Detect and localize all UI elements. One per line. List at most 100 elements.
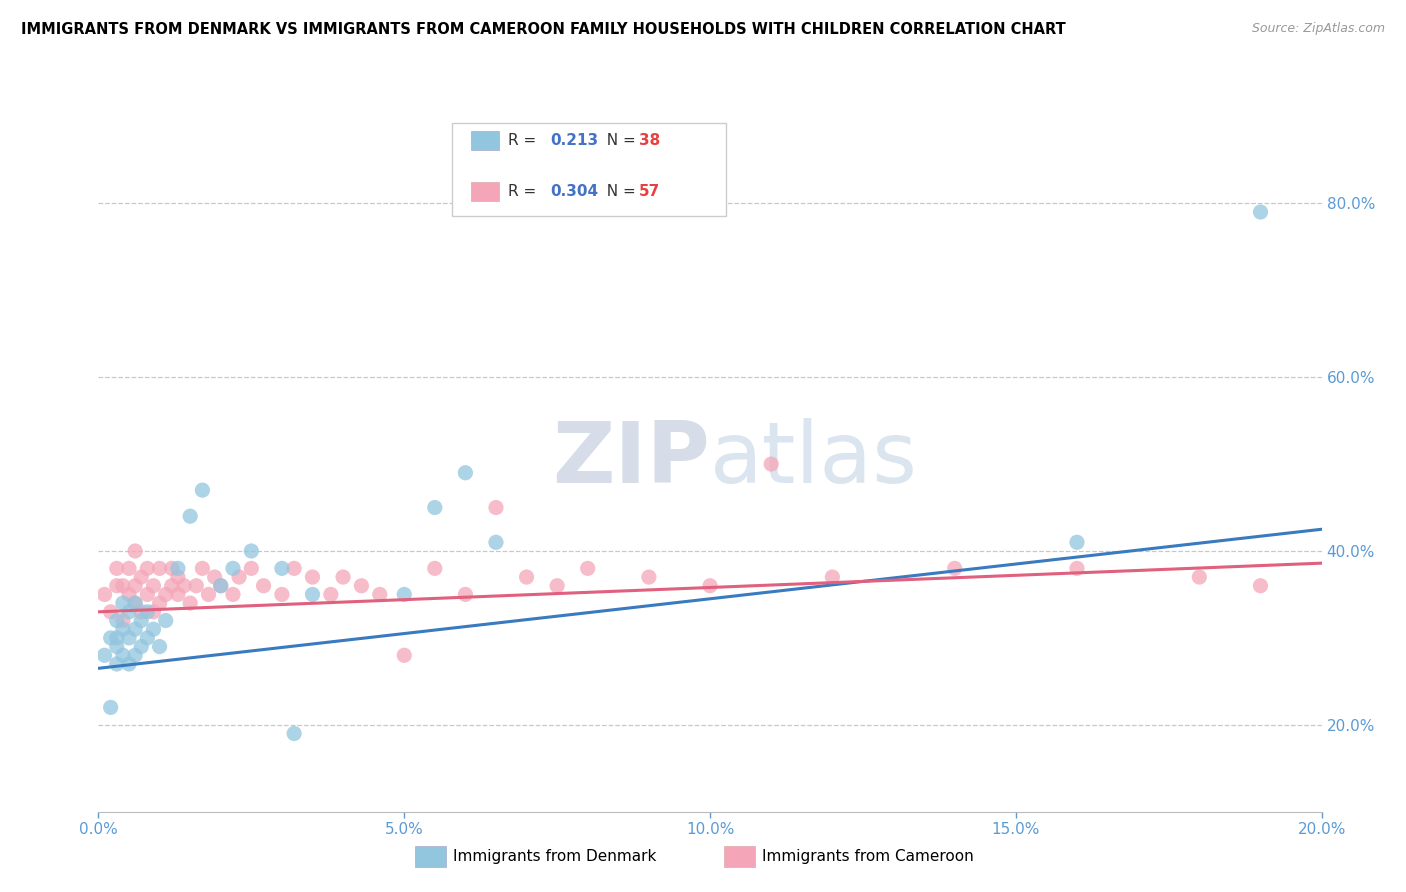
Text: IMMIGRANTS FROM DENMARK VS IMMIGRANTS FROM CAMEROON FAMILY HOUSEHOLDS WITH CHILD: IMMIGRANTS FROM DENMARK VS IMMIGRANTS FR… bbox=[21, 22, 1066, 37]
Point bbox=[209, 579, 232, 593]
Text: 38: 38 bbox=[640, 133, 661, 148]
Point bbox=[118, 605, 141, 619]
Point bbox=[283, 726, 305, 740]
Text: atlas: atlas bbox=[710, 417, 918, 500]
Point bbox=[105, 614, 128, 628]
Point bbox=[392, 648, 416, 663]
Point bbox=[129, 570, 152, 584]
Point bbox=[160, 579, 183, 593]
Point bbox=[252, 579, 274, 593]
Text: N =: N = bbox=[598, 184, 641, 199]
Point bbox=[105, 631, 128, 645]
Point bbox=[93, 587, 115, 601]
Point bbox=[111, 622, 134, 636]
Point bbox=[485, 500, 508, 515]
Point bbox=[576, 561, 599, 575]
Point bbox=[179, 596, 201, 610]
Point bbox=[637, 570, 661, 584]
Point bbox=[270, 587, 292, 601]
Point bbox=[1066, 561, 1088, 575]
Point bbox=[228, 570, 250, 584]
Point bbox=[222, 587, 245, 601]
Text: Source: ZipAtlas.com: Source: ZipAtlas.com bbox=[1251, 22, 1385, 36]
Point bbox=[142, 605, 165, 619]
Text: N =: N = bbox=[598, 133, 641, 148]
Point bbox=[350, 579, 373, 593]
Point bbox=[111, 614, 134, 628]
Point bbox=[423, 500, 446, 515]
Point bbox=[197, 587, 219, 601]
Point bbox=[204, 570, 226, 584]
Point bbox=[1249, 205, 1271, 219]
Point bbox=[167, 570, 190, 584]
Point bbox=[124, 544, 146, 558]
Point bbox=[821, 570, 844, 584]
Point bbox=[118, 587, 141, 601]
Point bbox=[100, 631, 122, 645]
Text: Immigrants from Cameroon: Immigrants from Cameroon bbox=[762, 849, 974, 863]
Point bbox=[155, 614, 177, 628]
Point bbox=[124, 579, 146, 593]
Point bbox=[118, 631, 141, 645]
Point bbox=[124, 596, 146, 610]
Point bbox=[546, 579, 568, 593]
Point bbox=[759, 457, 782, 471]
Text: Immigrants from Denmark: Immigrants from Denmark bbox=[453, 849, 657, 863]
Point bbox=[105, 657, 128, 671]
Point bbox=[301, 587, 323, 601]
Point bbox=[136, 631, 159, 645]
Point bbox=[943, 561, 966, 575]
Point bbox=[136, 561, 159, 575]
Text: 0.304: 0.304 bbox=[551, 184, 599, 199]
Point bbox=[1249, 579, 1271, 593]
Point bbox=[129, 605, 152, 619]
Point bbox=[209, 579, 232, 593]
Point bbox=[149, 561, 172, 575]
Point bbox=[100, 700, 122, 714]
Point bbox=[270, 561, 292, 575]
Point bbox=[454, 587, 477, 601]
Point bbox=[485, 535, 508, 549]
Point bbox=[100, 605, 122, 619]
Point bbox=[516, 570, 538, 584]
Point bbox=[319, 587, 342, 601]
Point bbox=[118, 561, 141, 575]
Point bbox=[111, 648, 134, 663]
Point bbox=[186, 579, 208, 593]
Point bbox=[167, 561, 190, 575]
Point bbox=[105, 640, 128, 654]
Point bbox=[392, 587, 416, 601]
Text: 57: 57 bbox=[640, 184, 661, 199]
Point bbox=[149, 596, 172, 610]
Point bbox=[179, 509, 201, 524]
Point bbox=[173, 579, 195, 593]
Text: ZIP: ZIP bbox=[553, 417, 710, 500]
Point bbox=[129, 640, 152, 654]
Point bbox=[1188, 570, 1211, 584]
Text: R =: R = bbox=[509, 133, 541, 148]
Point bbox=[149, 640, 172, 654]
Point bbox=[191, 561, 214, 575]
Point bbox=[124, 622, 146, 636]
Point bbox=[142, 622, 165, 636]
Text: R =: R = bbox=[509, 184, 541, 199]
Point bbox=[124, 648, 146, 663]
Point bbox=[160, 561, 183, 575]
Point bbox=[111, 596, 134, 610]
Point bbox=[191, 483, 214, 497]
Point bbox=[332, 570, 354, 584]
Point bbox=[93, 648, 115, 663]
Point bbox=[454, 466, 477, 480]
Point bbox=[283, 561, 305, 575]
Point bbox=[105, 561, 128, 575]
Point bbox=[155, 587, 177, 601]
Point bbox=[136, 587, 159, 601]
Point bbox=[129, 614, 152, 628]
Point bbox=[142, 579, 165, 593]
Point bbox=[1066, 535, 1088, 549]
Point bbox=[222, 561, 245, 575]
Point bbox=[423, 561, 446, 575]
Point bbox=[240, 561, 263, 575]
Point bbox=[699, 579, 721, 593]
Point bbox=[105, 579, 128, 593]
